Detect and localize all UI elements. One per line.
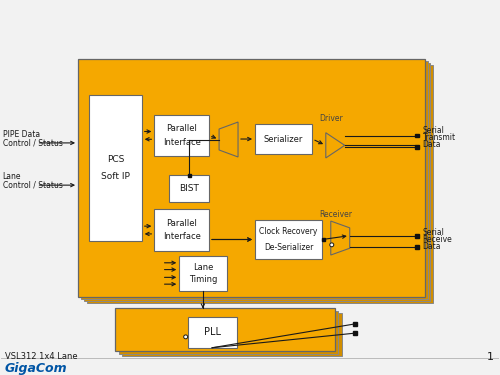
Bar — [154, 209, 209, 251]
Text: 1: 1 — [488, 352, 494, 362]
Bar — [415, 134, 419, 138]
Circle shape — [330, 243, 334, 247]
Bar — [415, 245, 419, 249]
Text: Lane: Lane — [192, 262, 213, 272]
Text: Receiver: Receiver — [320, 210, 352, 219]
Text: Parallel: Parallel — [166, 124, 197, 133]
Bar — [81, 61, 428, 299]
Bar — [415, 146, 419, 149]
Text: PCS: PCS — [107, 155, 124, 164]
Text: Control / Status: Control / Status — [2, 181, 62, 190]
Bar — [119, 311, 338, 354]
Bar — [90, 95, 142, 241]
Text: Serial: Serial — [422, 126, 444, 135]
Bar — [179, 256, 226, 291]
Text: BIST: BIST — [179, 184, 199, 193]
Bar — [353, 332, 356, 335]
Circle shape — [184, 335, 188, 339]
Text: Driver: Driver — [319, 114, 342, 123]
Text: De-Serializer: De-Serializer — [264, 243, 314, 252]
Text: Control / Status: Control / Status — [2, 138, 62, 147]
Text: Receive: Receive — [422, 235, 452, 244]
Text: Interface: Interface — [163, 138, 200, 147]
Bar — [322, 238, 325, 241]
Bar — [87, 65, 434, 303]
Bar — [122, 313, 342, 356]
Text: Serializer: Serializer — [264, 135, 304, 144]
Polygon shape — [219, 122, 238, 157]
Bar — [116, 308, 335, 351]
Text: Lane: Lane — [2, 172, 21, 181]
Text: Serial: Serial — [422, 228, 444, 237]
Text: Data: Data — [422, 242, 441, 251]
Text: Transmit: Transmit — [422, 133, 456, 142]
Text: Soft IP: Soft IP — [101, 172, 130, 182]
Bar — [188, 174, 191, 177]
Text: Timing: Timing — [188, 275, 217, 284]
Bar — [84, 63, 430, 301]
Polygon shape — [331, 221, 349, 255]
Polygon shape — [326, 133, 344, 158]
Bar — [255, 220, 322, 259]
Bar — [353, 322, 356, 326]
Text: Parallel: Parallel — [166, 219, 197, 228]
Text: PLL: PLL — [204, 327, 220, 337]
Text: GigaCom: GigaCom — [4, 362, 68, 375]
Text: PIPE Data: PIPE Data — [2, 130, 40, 139]
Text: VSL312 1x4 Lane: VSL312 1x4 Lane — [4, 352, 78, 362]
Bar — [255, 124, 312, 154]
Text: Interface: Interface — [163, 232, 200, 242]
Bar — [169, 176, 209, 202]
Bar — [154, 115, 209, 156]
Text: Clock Recovery: Clock Recovery — [260, 227, 318, 236]
Bar — [188, 316, 236, 348]
Text: Data: Data — [422, 140, 441, 149]
Bar — [78, 59, 424, 297]
Bar — [415, 234, 419, 238]
